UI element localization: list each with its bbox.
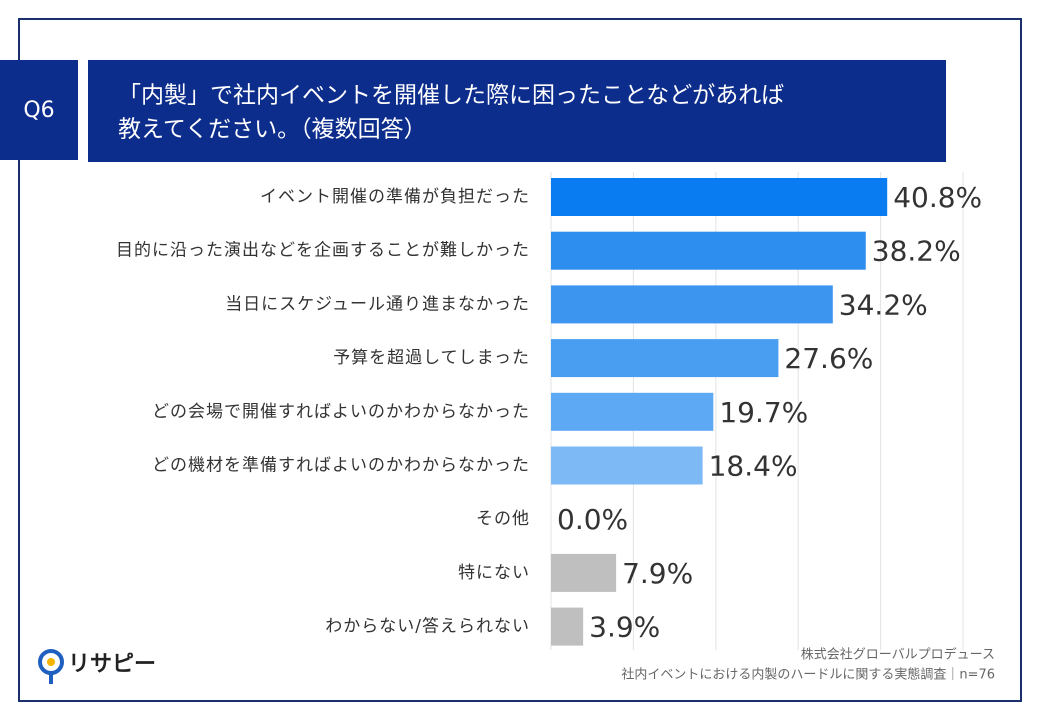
frame	[18, 18, 1022, 702]
value-label: 19.7%	[719, 396, 808, 429]
bar	[551, 553, 617, 592]
title-box	[88, 60, 946, 162]
category-label: 目的に沿った演出などを企画することが難しかった	[116, 241, 530, 261]
bar	[551, 285, 833, 324]
category-label: その他	[476, 509, 530, 529]
bar	[551, 231, 866, 270]
category-label: どの会場で開催すればよいのかわからなかった	[152, 402, 530, 422]
value-label: 34.2%	[839, 288, 928, 321]
logo: リサピー	[38, 649, 156, 684]
value-label: 3.9%	[589, 611, 660, 644]
source: 社内イベントにおける内製のハードルに関する実態調査｜n=76	[621, 667, 995, 683]
category-label: わからない/答えられない	[325, 617, 530, 637]
value-label: 27.6%	[784, 342, 873, 375]
value-label: 38.2%	[872, 235, 961, 268]
question-label: Q6	[23, 98, 54, 123]
chart-title: 教えてください。（複数回答）	[118, 117, 427, 143]
value-label: 0.0%	[557, 503, 628, 536]
category-label: 特にない	[458, 563, 530, 583]
value-label: 7.9%	[622, 557, 693, 590]
category-label: どの機材を準備すればよいのかわからなかった	[152, 456, 530, 476]
bar	[551, 339, 779, 378]
value-label: 18.4%	[709, 450, 798, 483]
question-box	[0, 60, 78, 160]
bar	[551, 178, 888, 216]
category-label: 予算を超過してしまった	[333, 348, 530, 368]
category-label: 当日にスケジュール通り進まなかった	[225, 294, 530, 314]
logo-text: リサピー	[68, 652, 156, 677]
bar	[551, 607, 584, 646]
category-label: イベント開催の準備が負担だった	[260, 187, 530, 207]
bar	[551, 446, 703, 485]
source: 株式会社グローバルプロデュース	[801, 647, 995, 663]
value-label: 40.8%	[893, 181, 982, 214]
bar	[551, 392, 714, 431]
chart-title: 「内製」で社内イベントを開催した際に困ったことなどがあれば	[118, 83, 784, 109]
logo-icon	[47, 658, 55, 666]
